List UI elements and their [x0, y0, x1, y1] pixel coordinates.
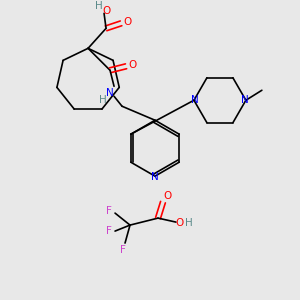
Text: O: O [123, 17, 131, 27]
Text: O: O [128, 60, 136, 70]
Text: H: H [99, 95, 107, 105]
Text: F: F [106, 226, 112, 236]
Text: N: N [191, 95, 199, 105]
Text: H: H [185, 218, 193, 228]
Text: O: O [176, 218, 184, 228]
Text: N: N [241, 95, 249, 105]
Text: O: O [164, 191, 172, 201]
Text: N: N [106, 88, 114, 98]
Text: H: H [95, 2, 103, 11]
Text: O: O [102, 6, 110, 16]
Text: F: F [106, 206, 112, 216]
Text: N: N [151, 172, 159, 182]
Text: F: F [120, 245, 126, 255]
